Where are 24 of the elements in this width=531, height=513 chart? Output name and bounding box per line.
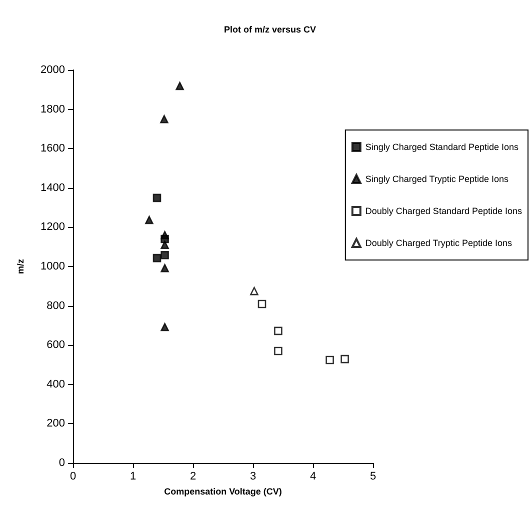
- y-tick-label: 200: [46, 418, 65, 430]
- y-tick-label: 1600: [40, 142, 65, 155]
- y-tick-label: 1400: [40, 182, 65, 194]
- x-tick-label: 3: [250, 470, 256, 482]
- x-tick-label: 1: [130, 470, 136, 482]
- x-tick-label: 2: [190, 470, 196, 482]
- y-tick-label: 600: [46, 339, 65, 352]
- x-tick-label: 0: [70, 470, 76, 482]
- legend-label: Doubly Charged Tryptic Peptide Ions: [365, 238, 512, 248]
- y-tick-label: 1000: [40, 260, 65, 272]
- y-tick-label: 400: [46, 378, 65, 390]
- y-tick-label: 2000: [40, 64, 65, 76]
- legend-label: Singly Charged Standard Peptide Ions: [365, 142, 519, 152]
- y-tick-label: 800: [46, 300, 65, 312]
- y-tick-label: 1200: [40, 221, 65, 234]
- x-axis-title: Compensation Voltage (CV): [164, 486, 282, 496]
- y-tick-label: 0: [58, 457, 65, 469]
- y-tick-label: 1800: [40, 103, 65, 116]
- legend-label: Doubly Charged Standard Peptide Ions: [365, 206, 522, 216]
- x-tick-label: 5: [370, 470, 376, 482]
- chart-title: Plot of m/z versus CV: [224, 24, 316, 34]
- x-tick-label: 4: [310, 470, 316, 482]
- y-axis-title: m/z: [16, 258, 26, 274]
- legend-label: Singly Charged Tryptic Peptide Ions: [365, 174, 509, 184]
